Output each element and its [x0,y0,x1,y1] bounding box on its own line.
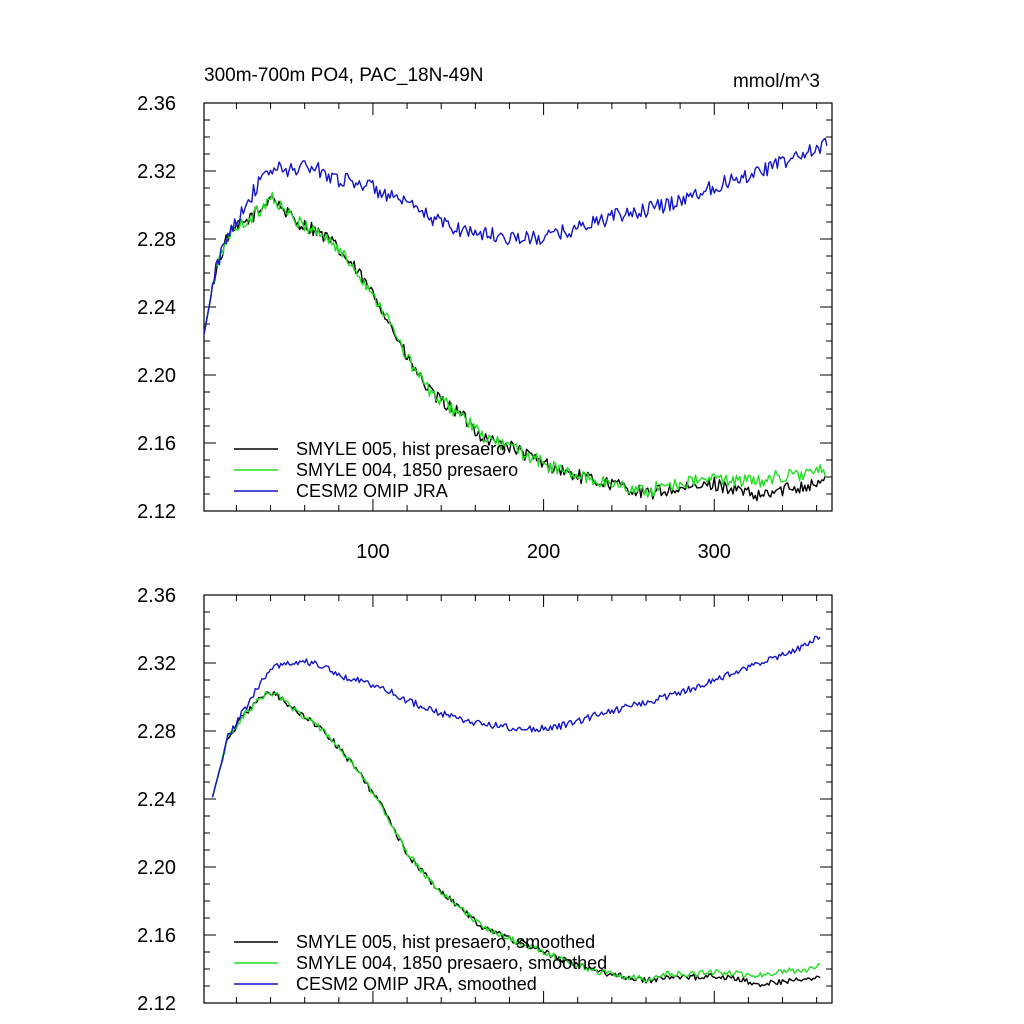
plot-title: 300m-700m PO4, PAC_18N-49N [204,65,484,86]
x-tick-label: 100 [356,541,389,563]
y-tick-label: 2.20 [137,365,176,387]
y-tick-label: 2.36 [137,585,176,607]
units-label: mmol/m^3 [733,71,820,92]
series-line-3 [211,635,821,798]
y-tick-label: 2.20 [137,857,176,879]
x-tick-label: 200 [527,541,560,563]
y-tick-label: 2.28 [137,229,176,251]
y-tick-label: 2.24 [137,789,176,811]
x-tick-label: 300 [698,541,731,563]
y-tick-label: 2.28 [137,721,176,743]
series-line-2 [211,691,821,983]
legend-label: SMYLE 004, 1850 presaero [296,460,518,480]
y-tick-label: 2.24 [137,297,176,319]
y-tick-label: 2.32 [137,653,176,675]
legend-label: CESM2 OMIP JRA, smoothed [296,974,537,994]
y-tick-label: 2.12 [137,501,176,523]
y-tick-label: 2.16 [137,433,176,455]
legend-label: CESM2 OMIP JRA [296,481,448,501]
bottom-panel: 2.12 2.16 2.20 2.24 2.28 2.32 2.36 SMYLE 005, h… [137,585,833,1015]
series-line-2 [203,191,826,498]
legend-label: SMYLE 004, 1850 presaero, smoothed [296,953,607,973]
legend-label: SMYLE 005, hist presaero [296,439,506,459]
y-tick-label: 2.36 [137,93,176,115]
y-tick-label: 2.32 [137,161,176,183]
legend-label: SMYLE 005, hist presaero, smoothed [296,932,595,952]
y-tick-label: 2.16 [137,925,176,947]
y-tick-label: 2.12 [137,993,176,1015]
series-line-3 [203,137,828,335]
top-panel: 2.12 2.16 2.20 2.24 2.28 2.32 2.36 100 200 300 SMY… [137,93,833,563]
